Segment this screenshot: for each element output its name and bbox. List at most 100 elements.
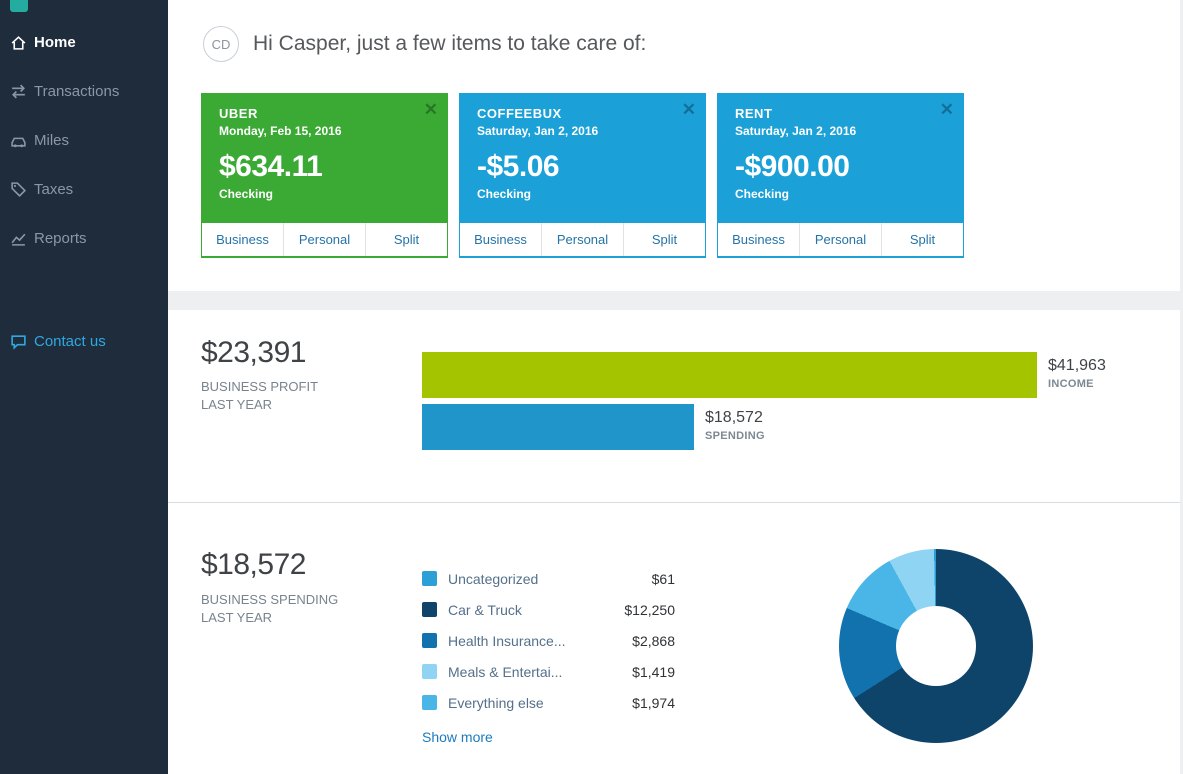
spending-label: BUSINESS SPENDING LAST YEAR [201,591,338,627]
close-icon[interactable]: ✕ [681,100,696,119]
transaction-date: Monday, Feb 15, 2016 [219,124,342,138]
transaction-amount: -$900.00 [735,150,850,183]
sidebar-item-label: Home [34,34,76,51]
contact-icon [10,333,27,350]
profit-bar-chart: $41,963 INCOME $18,572 SPENDING [422,352,1106,456]
split-button[interactable]: Split [365,223,447,256]
transaction-card: ✕ UBER Monday, Feb 15, 2016 $634.11 Chec… [201,93,448,258]
legend-value: $12,250 [624,601,675,618]
sidebar-item-label: Contact us [34,332,106,350]
sidebar-item-taxes[interactable]: Taxes [0,165,168,214]
legend-swatch [422,664,437,679]
business-button[interactable]: Business [460,223,541,256]
income-bar [422,352,1037,398]
sidebar-nav: Home Transactions Miles Taxes [0,18,168,263]
business-button[interactable]: Business [718,223,799,256]
personal-button[interactable]: Personal [799,223,881,256]
legend-swatch [422,602,437,617]
profit-total: $23,391 [201,336,306,369]
sidebar-item-label: Reports [34,230,87,247]
legend-item[interactable]: Health Insurance... $2,868 [422,625,675,656]
transaction-actions: Business Personal Split [201,223,448,258]
close-icon[interactable]: ✕ [939,100,954,119]
main-content: CD Hi Casper, just a few items to take c… [168,0,1183,774]
spending-bar-labels: $18,572 SPENDING [705,404,765,442]
income-bar-row: $41,963 INCOME [422,352,1106,398]
sidebar-item-transactions[interactable]: Transactions [0,67,168,116]
spending-total: $18,572 [201,548,306,581]
greeting-text: Hi Casper, just a few items to take care… [253,32,647,55]
avatar[interactable]: CD [203,26,239,62]
spending-bar [422,404,694,450]
taxes-icon [10,181,27,198]
legend-value: $1,419 [632,663,675,680]
legend-label: Meals & Entertai... [448,663,563,680]
split-button[interactable]: Split [623,223,705,256]
profit-label-line1: BUSINESS PROFIT [201,379,319,394]
legend-swatch [422,571,437,586]
spending-value: $18,572 [705,409,763,426]
transaction-card-header: ✕ RENT Saturday, Jan 2, 2016 -$900.00 Ch… [717,93,964,223]
legend-label: Everything else [448,694,544,711]
personal-button[interactable]: Personal [541,223,623,256]
legend-value: $1,974 [632,694,675,711]
legend-swatch [422,695,437,710]
income-bar-labels: $41,963 INCOME [1048,352,1106,390]
spending-label-line2: LAST YEAR [201,610,273,625]
sidebar-item-miles[interactable]: Miles [0,116,168,165]
sidebar: Home Transactions Miles Taxes [0,0,168,774]
transaction-actions: Business Personal Split [717,223,964,258]
transaction-card-header: ✕ UBER Monday, Feb 15, 2016 $634.11 Chec… [201,93,448,223]
spending-label: SPENDING [705,430,765,442]
legend-item[interactable]: Car & Truck $12,250 [422,594,675,625]
reports-icon [10,230,27,247]
transaction-amount: $634.11 [219,150,323,183]
transaction-date: Saturday, Jan 2, 2016 [477,124,599,138]
transaction-actions: Business Personal Split [459,223,706,258]
reports-panel: $23,391 BUSINESS PROFIT LAST YEAR $41,96… [168,310,1180,774]
transaction-card: ✕ COFFEEBUX Saturday, Jan 2, 2016 -$5.06… [459,93,706,258]
legend-label: Health Insurance... [448,632,566,649]
app-logo-partial [10,0,28,12]
sidebar-item-contact-us[interactable]: Contact us [0,324,168,358]
miles-icon [10,132,27,149]
sidebar-item-label: Miles [34,132,70,149]
transaction-title: COFFEEBUX [477,106,562,121]
close-icon[interactable]: ✕ [423,100,438,119]
business-button[interactable]: Business [202,223,283,256]
legend-item[interactable]: Uncategorized $61 [422,563,675,594]
legend-item[interactable]: Meals & Entertai... $1,419 [422,656,675,687]
personal-button[interactable]: Personal [283,223,365,256]
legend-value: $61 [651,570,675,587]
transaction-card: ✕ RENT Saturday, Jan 2, 2016 -$900.00 Ch… [717,93,964,258]
transactions-icon [10,83,27,100]
home-icon [10,34,27,51]
show-more-link[interactable]: Show more [422,729,493,745]
spending-bar-row: $18,572 SPENDING [422,404,1106,450]
legend-label: Car & Truck [448,601,522,618]
spending-donut-chart [839,549,1033,743]
split-button[interactable]: Split [881,223,963,256]
transaction-card-header: ✕ COFFEEBUX Saturday, Jan 2, 2016 -$5.06… [459,93,706,223]
transaction-account: Checking [219,187,274,201]
sidebar-item-label: Taxes [34,181,74,198]
profit-label-line2: LAST YEAR [201,397,273,412]
greeting-section: CD Hi Casper, just a few items to take c… [168,0,1180,291]
legend-swatch [422,633,437,648]
transaction-amount: -$5.06 [477,150,560,183]
profit-label: BUSINESS PROFIT LAST YEAR [201,378,318,414]
transaction-account: Checking [477,187,532,201]
legend-value: $2,868 [632,632,675,649]
sidebar-item-reports[interactable]: Reports [0,214,168,263]
transaction-account: Checking [735,187,790,201]
income-label: INCOME [1048,378,1094,390]
sidebar-item-home[interactable]: Home [0,18,168,67]
income-value: $41,963 [1048,357,1106,374]
transaction-cards: ✕ UBER Monday, Feb 15, 2016 $634.11 Chec… [201,93,964,258]
legend-item[interactable]: Everything else $1,974 [422,687,675,718]
spending-legend: Uncategorized $61 Car & Truck $12,250 He… [422,563,675,718]
legend-label: Uncategorized [448,570,539,587]
sidebar-item-label: Transactions [34,83,120,100]
spending-label-line1: BUSINESS SPENDING [201,592,339,607]
section-divider [168,502,1180,503]
